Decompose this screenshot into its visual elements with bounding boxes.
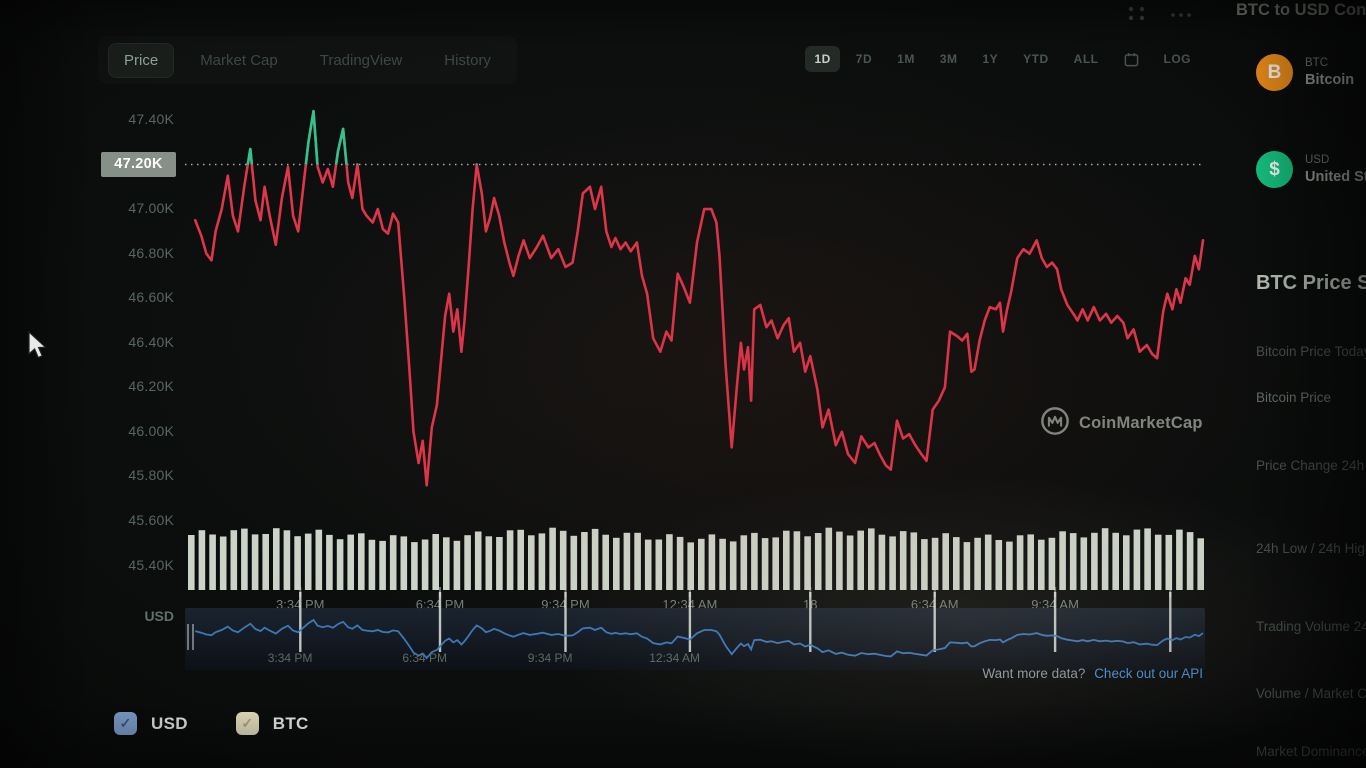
range-ytd[interactable]: YTD xyxy=(1023,52,1049,66)
y-axis-unit: USD xyxy=(144,608,174,624)
currency-code: BTC xyxy=(1305,57,1328,69)
calendar-icon[interactable] xyxy=(1115,48,1148,71)
range-3m[interactable]: 3M xyxy=(939,52,958,66)
navigator-tick-label: 3:34 PM xyxy=(267,651,313,665)
chart-tabbar: Price Market Cap TradingView History xyxy=(98,36,517,84)
range-1d[interactable]: 1D xyxy=(805,46,840,72)
btc-checkbox[interactable]: ✓ xyxy=(235,712,259,735)
y-tick-label: 46.20K xyxy=(128,378,174,395)
grid-dots-icon[interactable] xyxy=(1124,2,1150,29)
y-tick-label: 45.40K xyxy=(128,556,174,573)
navigator-tick-label: 9:34 PM xyxy=(527,651,573,665)
price-chart[interactable] xyxy=(185,100,1205,605)
watermark-text: CoinMarketCap xyxy=(1079,414,1203,432)
stat-row-2: Price Change 24h xyxy=(1256,458,1365,473)
currency-code: USD xyxy=(1305,154,1330,166)
legend-item-btc[interactable]: ✓ BTC xyxy=(235,712,309,735)
range-selector: 1D 7D 1M 3M 1Y YTD ALL LOG xyxy=(805,46,1200,72)
range-7d[interactable]: 7D xyxy=(855,52,873,66)
y-tick-label: 47.40K xyxy=(128,111,174,127)
range-1m[interactable]: 1M xyxy=(897,52,915,66)
api-note: Want more data? Check out our API xyxy=(982,666,1203,681)
converter-currency-usd[interactable]: $ USD United States Dollar xyxy=(1256,151,1366,188)
usd-checkbox[interactable]: ✓ xyxy=(114,712,137,735)
mouse-cursor xyxy=(26,330,48,366)
volume-bars xyxy=(188,527,1204,590)
tab-price[interactable]: Price xyxy=(108,42,175,78)
tab-market-cap[interactable]: Market Cap xyxy=(200,51,278,69)
navigator-gridlines xyxy=(299,592,1172,652)
y-tick-label: 46.80K xyxy=(128,244,174,261)
legend-label: USD xyxy=(151,713,188,733)
chart-legend: ✓ USD ✓ BTC xyxy=(114,712,309,735)
ellipsis-icon[interactable] xyxy=(1168,7,1196,25)
y-tick-label: 45.60K xyxy=(128,511,174,528)
main-price-line xyxy=(193,109,1205,487)
coinmarketcap-logo-icon xyxy=(1040,406,1070,441)
y-tick-label: 46.00K xyxy=(128,422,174,439)
converter-title: BTC to USD Converter xyxy=(1236,1,1366,19)
stat-row-5: Volume / Market Cap xyxy=(1256,686,1366,701)
api-link[interactable]: Check out our API xyxy=(1094,666,1203,681)
coinmarketcap-watermark: CoinMarketCap xyxy=(1040,406,1203,441)
sidebar: BTC to USD Converter B BTC Bitcoin $ USD Unit… xyxy=(1224,0,1366,768)
legend-item-usd[interactable]: ✓ USD xyxy=(114,712,188,735)
stat-row-0: Bitcoin Price Today xyxy=(1256,344,1366,359)
api-note-text: Want more data? xyxy=(982,666,1086,681)
chart-navigator[interactable] xyxy=(185,592,1205,672)
y-tick-label: 45.80K xyxy=(128,467,174,484)
currency-name: Bitcoin xyxy=(1305,72,1355,88)
navigator-line xyxy=(194,618,1204,660)
converter-currency-btc[interactable]: B BTC Bitcoin xyxy=(1256,54,1354,91)
stat-row-1: Bitcoin Price xyxy=(1256,390,1332,405)
navigator-tick-label: 6:34 PM xyxy=(402,651,448,665)
navigator-tick-label: 12:34 AM xyxy=(649,651,700,665)
tab-tradingview[interactable]: TradingView xyxy=(319,51,403,69)
y-tick-label: 47.00K xyxy=(128,200,174,217)
currency-name: United States Dollar xyxy=(1305,169,1366,185)
y-tick-label: 46.40K xyxy=(128,333,174,350)
legend-label: BTC xyxy=(272,713,309,733)
usd-coin-icon: $ xyxy=(1256,151,1293,188)
tab-history[interactable]: History xyxy=(444,51,491,69)
btc-coin-icon: B xyxy=(1256,54,1293,91)
log-scale-button[interactable]: LOG xyxy=(1163,52,1191,66)
navigator-handle xyxy=(187,624,194,650)
range-1y[interactable]: 1Y xyxy=(982,52,999,66)
stat-row-3: 24h Low / 24h High xyxy=(1256,541,1366,556)
stat-row-6: Market Dominance xyxy=(1256,744,1366,759)
stat-row-4: Trading Volume 24h xyxy=(1256,619,1366,634)
current-price-badge: 47.20K xyxy=(101,151,176,177)
y-tick-label: 46.60K xyxy=(128,289,174,306)
btc-price-statistics-title: BTC Price Statistics xyxy=(1256,272,1366,294)
range-all[interactable]: ALL xyxy=(1073,52,1099,66)
